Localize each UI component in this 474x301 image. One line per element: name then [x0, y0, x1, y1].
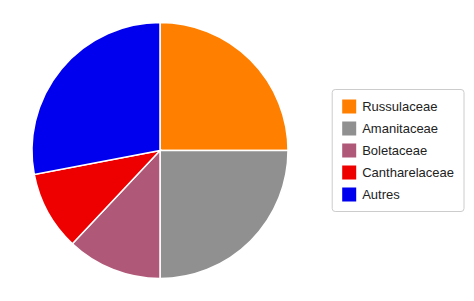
legend-swatch [342, 166, 356, 180]
legend-swatch [342, 122, 356, 136]
pie-slice [160, 23, 288, 151]
legend-swatch [342, 188, 356, 202]
legend-label: Boletaceae [362, 143, 427, 158]
legend-swatch [342, 100, 356, 114]
pie-slice [160, 151, 288, 279]
legend-label: Autres [362, 187, 400, 202]
legend-label: Amanitaceae [362, 121, 438, 136]
legend-swatch [342, 144, 356, 158]
chart-container: Russulaceae Amanitaceae Boletaceae Canthare… [0, 0, 474, 301]
chart-svg: Russulaceae Amanitaceae Boletaceae Canthare… [0, 0, 474, 301]
legend-label: Russulaceae [362, 99, 437, 114]
legend-label: Cantharelaceae [362, 165, 454, 180]
legend: Russulaceae Amanitaceae Boletaceae Canthare… [332, 90, 464, 212]
background [0, 0, 474, 301]
pie-slice [32, 23, 160, 175]
pie [32, 23, 288, 279]
legend-frame [332, 90, 464, 212]
